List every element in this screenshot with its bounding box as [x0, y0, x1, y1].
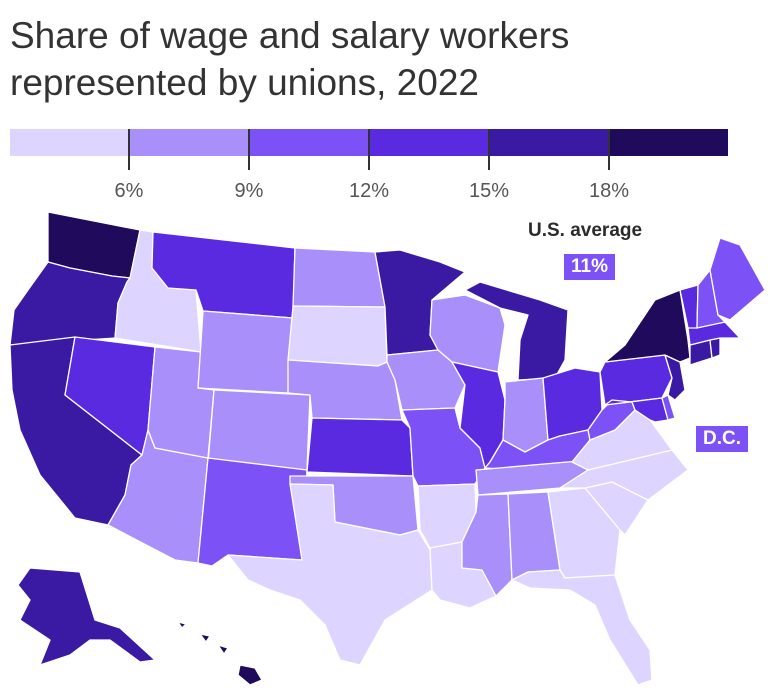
legend-swatch-4 — [369, 129, 489, 156]
legend-swatch-2 — [129, 129, 250, 156]
legend-swatch-3 — [249, 129, 370, 156]
state-RI — [709, 337, 721, 359]
dc-badge: D.C. — [696, 426, 748, 452]
legend-tick-label: 18% — [588, 180, 630, 202]
state-SD — [287, 305, 388, 367]
legend-tick-mark — [488, 129, 490, 170]
state-AK — [17, 567, 156, 666]
legend-tick-label: 15% — [468, 180, 510, 202]
state-NH — [696, 269, 726, 329]
state-HI — [177, 621, 263, 686]
legend-swatch-5 — [488, 129, 609, 156]
us-average-label: U.S. average — [528, 220, 643, 241]
state-KS — [306, 417, 414, 477]
state-CO — [207, 389, 311, 471]
state-NM — [197, 457, 308, 567]
legend-tick-label: 12% — [348, 180, 390, 202]
legend-tick-mark — [248, 129, 250, 170]
legend-swatch-6 — [608, 129, 729, 156]
us-choropleth-map — [9, 211, 766, 686]
state-NY — [604, 289, 691, 363]
page-title: Share of wage and salary workers represe… — [10, 15, 570, 103]
us-average-value-badge: 11% — [564, 254, 615, 280]
legend-tick-mark — [128, 129, 130, 170]
legend-tick-mark — [608, 129, 610, 170]
legend-tick-label: 9% — [234, 180, 264, 202]
legend-tick-label: 6% — [114, 180, 144, 202]
state-TX — [227, 483, 433, 666]
state-ND — [292, 247, 386, 308]
state-FL — [511, 569, 653, 686]
legend-swatch-1 — [10, 129, 130, 156]
legend-tick-mark — [368, 129, 370, 170]
state-WY — [197, 310, 294, 394]
state-IN — [502, 377, 549, 453]
state-DE — [661, 394, 676, 421]
color-legend-bar — [10, 129, 729, 156]
state-ME — [709, 237, 766, 321]
